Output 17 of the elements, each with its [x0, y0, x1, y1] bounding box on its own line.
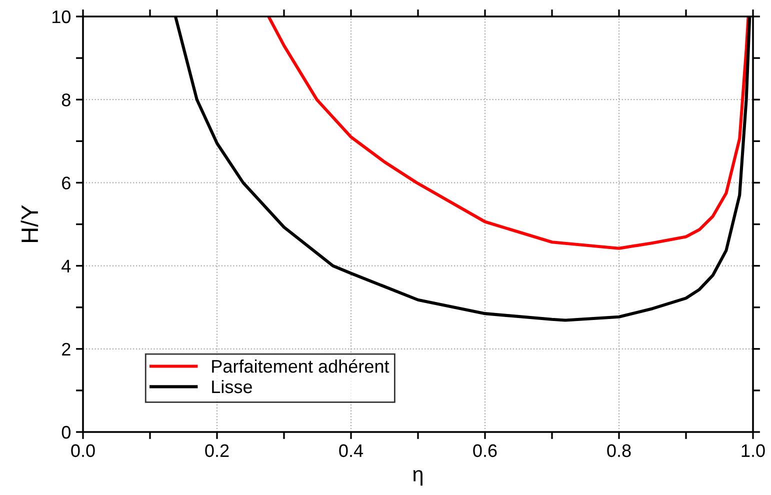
x-axis-title: η — [413, 470, 422, 486]
x-tick-label: 0.6 — [473, 444, 497, 458]
x-tick-label: 0.4 — [339, 444, 364, 458]
y-tick-label: 4 — [62, 260, 71, 272]
y-tick-label: 10 — [52, 10, 70, 24]
y-tick-label: 8 — [62, 94, 70, 106]
x-tick-label: 0.2 — [205, 444, 229, 458]
line-series — [267, 16, 750, 250]
y-tick-label: 2 — [62, 342, 70, 356]
legend-label: Lisse — [212, 380, 252, 394]
x-tick-label: 0.8 — [607, 444, 631, 458]
legend-label: Parfaitement adhérent — [212, 359, 390, 373]
y-tick-label: 6 — [62, 176, 70, 190]
y-axis-title: H/Y — [20, 205, 38, 242]
x-tick-label: 1.0 — [742, 444, 765, 458]
x-tick-label: 0.0 — [71, 444, 95, 458]
y-tick-label: 0 — [62, 426, 70, 439]
